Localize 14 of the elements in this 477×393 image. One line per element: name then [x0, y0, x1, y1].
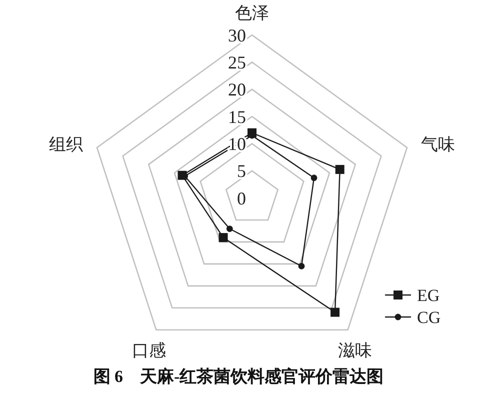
spoke-label: 口感: [132, 340, 166, 360]
y-tick-label: 15: [228, 106, 246, 127]
spoke-label: 色泽: [235, 4, 269, 23]
legend-label: CG: [417, 308, 441, 327]
text: 图 6 天麻-红茶菌饮料感官评价雷达图: [93, 367, 384, 386]
legend-label: EG: [417, 286, 440, 305]
y-tick-label: 0: [237, 188, 246, 208]
y-tick-label: 30: [228, 25, 246, 46]
spoke-label: 组织: [49, 134, 84, 154]
spoke-label: 滋味: [338, 340, 372, 360]
y-tick-label: 25: [228, 52, 246, 72]
y-tick-label: 20: [228, 80, 246, 100]
spoke-label: 气味: [420, 134, 455, 154]
y-tick-label: 5: [237, 161, 246, 182]
